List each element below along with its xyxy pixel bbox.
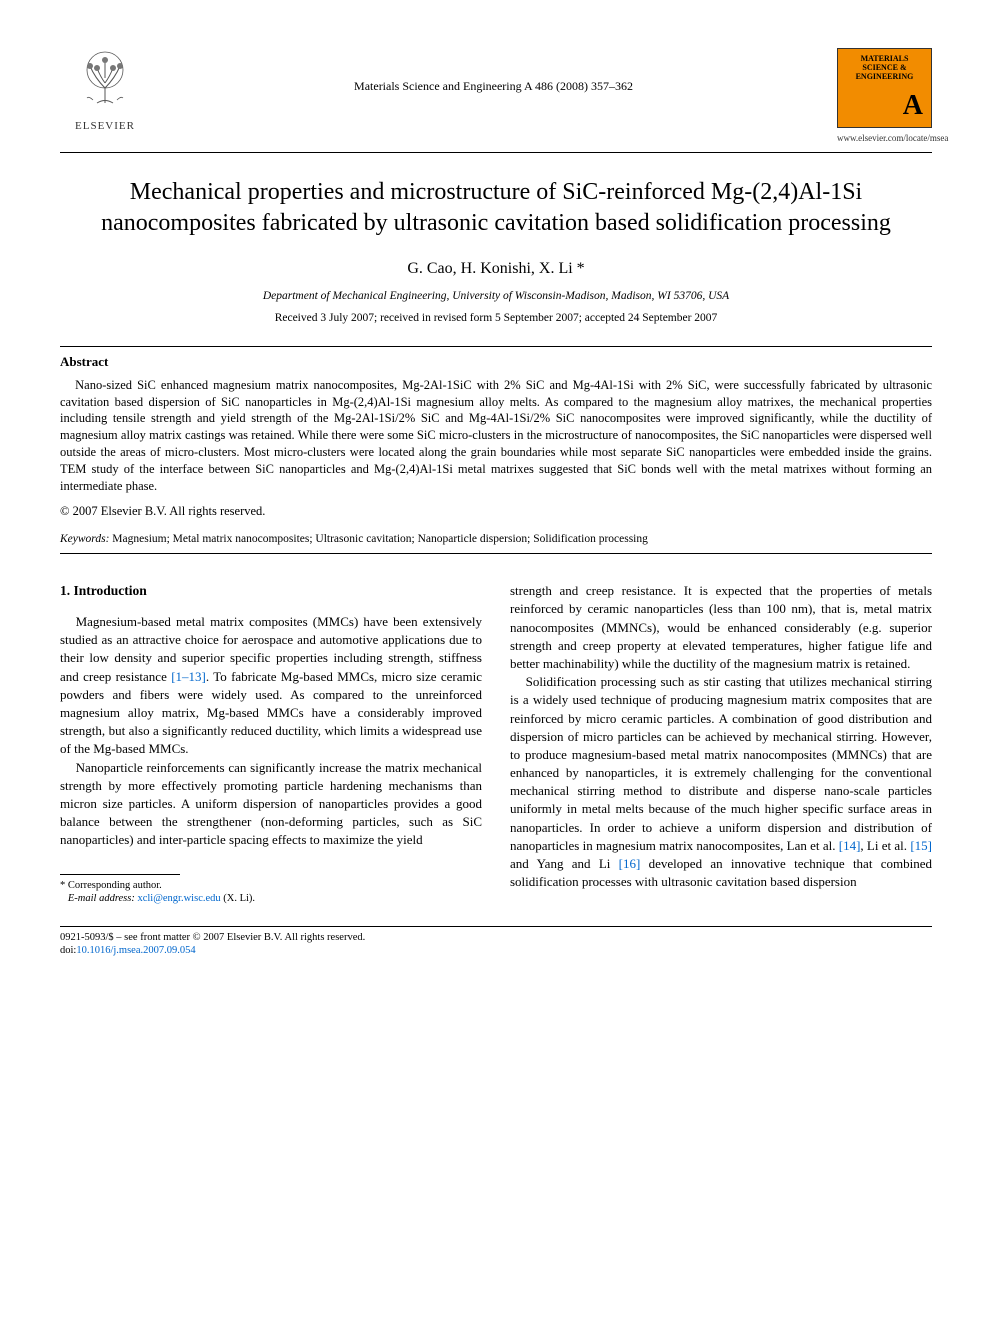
body-columns: 1. Introduction Magnesium-based metal ma…: [60, 582, 932, 906]
corresponding-footnote: * Corresponding author. E-mail address: …: [60, 879, 482, 906]
header-rule: [60, 152, 932, 153]
column-right: strength and creep resistance. It is exp…: [510, 582, 932, 906]
doi-link[interactable]: 10.1016/j.msea.2007.09.054: [76, 945, 195, 956]
intro-para-2: Nanoparticle reinforcements can signific…: [60, 759, 482, 850]
column-left: 1. Introduction Magnesium-based metal ma…: [60, 582, 482, 906]
affiliation: Department of Mechanical Engineering, Un…: [60, 289, 932, 305]
abstract-body: Nano-sized SiC enhanced magnesium matrix…: [60, 378, 932, 493]
journal-url: www.elsevier.com/locate/msea: [837, 132, 932, 144]
footnote-email-line: E-mail address: xcli@engr.wisc.edu (X. L…: [60, 892, 482, 906]
footnote-email-label: E-mail address:: [68, 893, 138, 904]
keywords-rule: [60, 553, 932, 554]
journal-cover-title: MATERIALS SCIENCE & ENGINEERING: [844, 55, 925, 81]
abstract-top-rule: [60, 346, 932, 347]
citation-link[interactable]: [14]: [839, 838, 861, 853]
section-heading-intro: 1. Introduction: [60, 582, 482, 601]
page-header: ELSEVIER Materials Science and Engineeri…: [60, 48, 932, 144]
citation-link[interactable]: [1–13]: [171, 669, 206, 684]
keywords-label: Keywords:: [60, 533, 109, 545]
publisher-name: ELSEVIER: [60, 119, 150, 134]
article-dates: Received 3 July 2007; received in revise…: [60, 311, 932, 327]
elsevier-tree-icon: [75, 48, 135, 108]
article-title: Mechanical properties and microstructure…: [90, 177, 902, 239]
keywords-text: Magnesium; Metal matrix nanocomposites; …: [109, 533, 647, 545]
journal-cover: MATERIALS SCIENCE & ENGINEERING A www.el…: [837, 48, 932, 144]
keywords: Keywords: Magnesium; Metal matrix nanoco…: [60, 532, 932, 548]
citation-link[interactable]: [15]: [910, 838, 932, 853]
intro-para-1: Magnesium-based metal matrix composites …: [60, 613, 482, 759]
doi-line: doi:10.1016/j.msea.2007.09.054: [60, 944, 932, 958]
abstract-copyright: © 2007 Elsevier B.V. All rights reserved…: [60, 503, 932, 520]
journal-reference: Materials Science and Engineering A 486 …: [150, 48, 837, 94]
authors: G. Cao, H. Konishi, X. Li *: [60, 258, 932, 280]
issn-line: 0921-5093/$ – see front matter © 2007 El…: [60, 931, 932, 945]
citation-link[interactable]: [16]: [619, 856, 641, 871]
journal-cover-box: MATERIALS SCIENCE & ENGINEERING A: [837, 48, 932, 128]
journal-cover-letter: A: [903, 87, 923, 125]
abstract-text: Nano-sized SiC enhanced magnesium matrix…: [60, 377, 932, 495]
footnote-email-who: (X. Li).: [221, 893, 255, 904]
footnote-corr: * Corresponding author.: [60, 879, 482, 893]
publisher-logo: ELSEVIER: [60, 48, 150, 134]
abstract-label: Abstract: [60, 353, 932, 371]
bottom-rule: [60, 926, 932, 927]
intro-para-3: strength and creep resistance. It is exp…: [510, 582, 932, 673]
footnote-email[interactable]: xcli@engr.wisc.edu: [137, 893, 220, 904]
footnote-rule: [60, 874, 180, 875]
intro-para-4: Solidification processing such as stir c…: [510, 673, 932, 891]
bottom-meta: 0921-5093/$ – see front matter © 2007 El…: [60, 931, 932, 958]
